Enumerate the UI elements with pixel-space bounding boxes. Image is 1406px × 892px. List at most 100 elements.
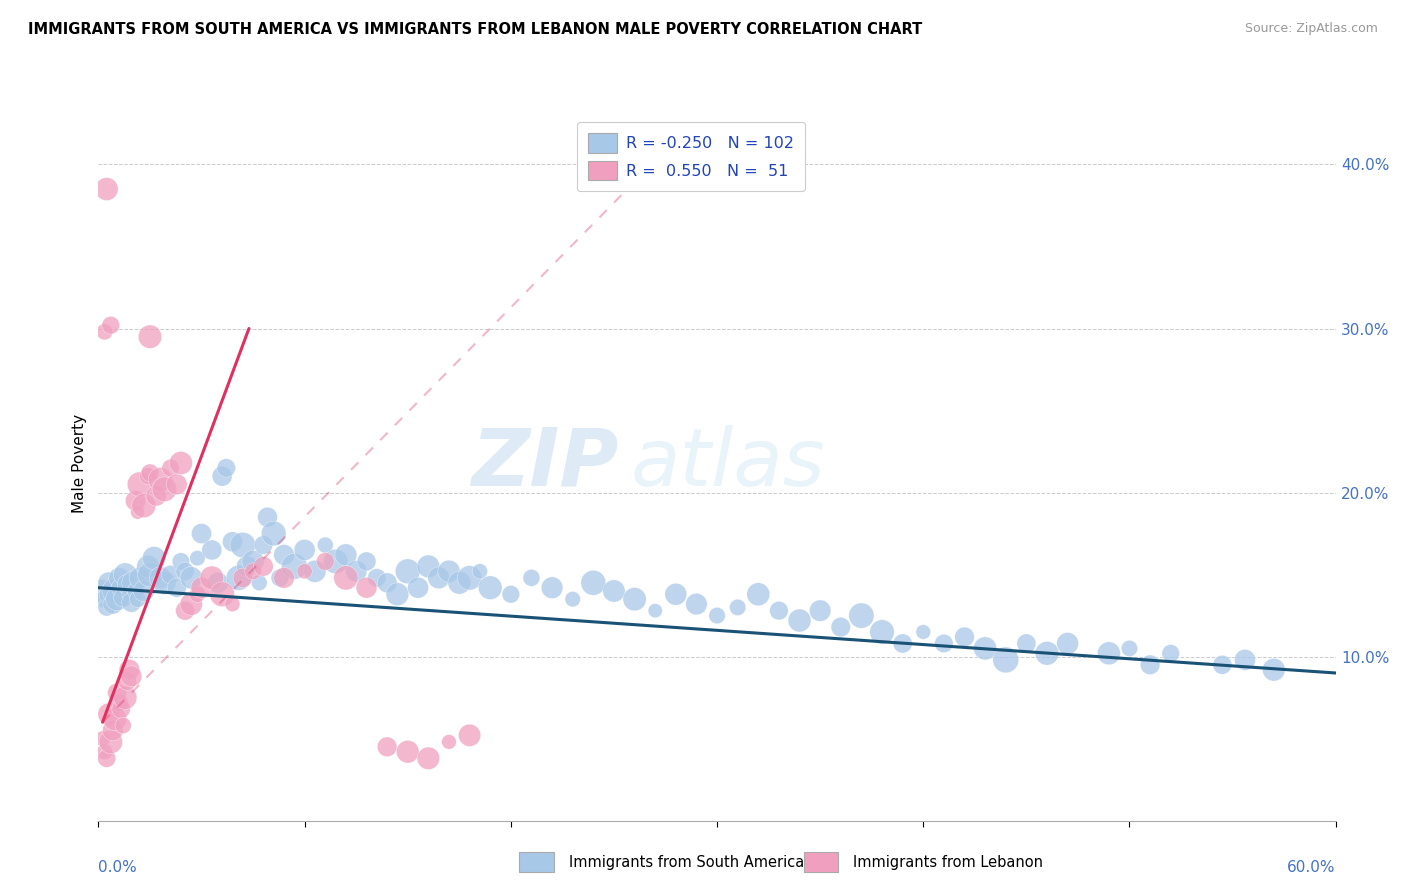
Point [96,600,118,615]
Point [108,696,131,710]
Point [180,571,202,585]
Point [1015,636,1038,650]
Point [1211,657,1233,672]
Bar [804,852,838,872]
Point [396,564,419,578]
Point [582,575,605,590]
Point [808,604,831,618]
Point [232,538,254,552]
Point [100,318,122,333]
Point [110,581,132,595]
Point [273,571,295,585]
Point [108,571,131,585]
Point [221,534,243,549]
Point [153,575,176,590]
Point [159,461,181,475]
Point [335,571,357,585]
Point [122,575,145,590]
Point [117,577,139,591]
Point [263,526,285,541]
Text: 60.0%: 60.0% [1288,860,1336,875]
Point [128,571,150,585]
Point [153,483,176,497]
Point [124,584,146,599]
Point [104,712,127,726]
Point [104,584,127,599]
Y-axis label: Male Poverty: Male Poverty [72,414,87,514]
Point [437,564,460,578]
Text: atlas: atlas [630,425,825,503]
Point [139,329,162,343]
Point [97,706,120,721]
Point [211,469,233,483]
Point [180,597,202,611]
Point [304,564,326,578]
Point [830,620,852,634]
Point [953,630,976,644]
Text: Immigrants from Lebanon: Immigrants from Lebanon [853,855,1043,870]
Point [644,604,666,618]
Point [269,571,291,585]
Point [499,587,522,601]
Point [335,548,357,562]
Point [294,564,316,578]
Text: Immigrants from South America: Immigrants from South America [568,855,804,870]
Point [561,592,583,607]
Point [366,571,388,585]
Point [449,575,471,590]
Text: 0.0%: 0.0% [98,860,138,875]
Point [418,559,440,574]
Point [851,608,873,623]
Point [149,571,172,585]
Point [603,584,626,599]
Point [186,587,208,601]
Point [1098,646,1121,660]
Point [1118,641,1140,656]
Point [127,592,149,607]
Point [174,564,197,578]
Point [170,554,193,568]
Point [727,600,749,615]
Point [458,728,481,742]
Point [789,614,811,628]
Point [891,636,914,650]
Point [1036,646,1059,660]
Point [112,718,135,732]
Point [149,472,172,486]
Point [127,505,149,519]
Point [747,587,769,601]
Point [166,581,188,595]
Point [114,567,136,582]
Point [406,581,429,595]
Point [97,575,120,590]
Point [120,669,142,683]
Point [994,653,1017,667]
Point [201,543,224,558]
Point [418,751,440,765]
Bar [519,852,554,872]
Point [1233,653,1256,667]
Point [91,731,114,746]
Point [145,489,167,503]
Point [665,587,688,601]
Point [190,581,212,595]
Point [124,493,146,508]
Point [468,564,491,578]
Point [1263,663,1285,677]
Point [207,575,229,590]
Point [118,587,141,601]
Point [294,543,316,558]
Point [139,567,162,582]
Point [344,564,367,578]
Point [221,597,243,611]
Point [96,182,118,196]
Point [201,571,224,585]
Point [101,597,124,611]
Text: IMMIGRANTS FROM SOUTH AMERICA VS IMMIGRANTS FROM LEBANON MALE POVERTY CORRELATIO: IMMIGRANTS FROM SOUTH AMERICA VS IMMIGRA… [28,22,922,37]
Point [112,591,135,605]
Text: Source: ZipAtlas.com: Source: ZipAtlas.com [1244,22,1378,36]
Point [479,581,502,595]
Point [159,567,181,582]
Point [273,548,295,562]
Point [768,604,790,618]
